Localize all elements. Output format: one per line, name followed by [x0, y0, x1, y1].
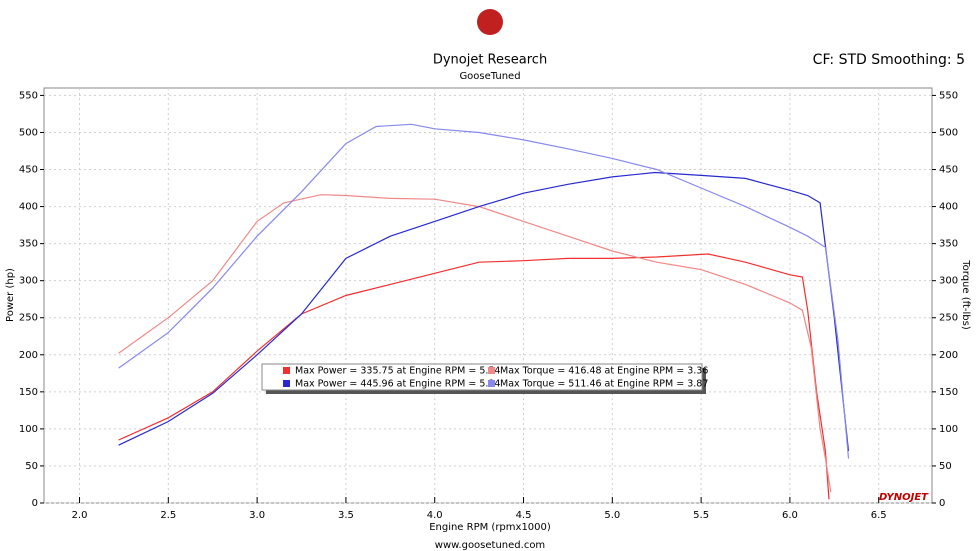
y-tick-label: 350 — [19, 239, 38, 250]
x-tick-label: 6.5 — [871, 510, 887, 521]
y-tick-label: 0 — [32, 498, 38, 509]
y2-axis-label: Torque (ft-lbs) — [960, 259, 971, 330]
x-tick-label: 2.0 — [72, 510, 88, 521]
x-tick-label: 3.0 — [249, 510, 265, 521]
x-tick-label: 5.5 — [693, 510, 709, 521]
footer: www.goosetuned.com — [435, 540, 545, 551]
y-tick-label: 100 — [19, 424, 38, 435]
legend-swatch — [488, 380, 495, 387]
y2-tick-label: 150 — [939, 387, 958, 398]
logo — [477, 9, 503, 35]
legend-swatch — [283, 380, 290, 387]
y-tick-label: 200 — [19, 350, 38, 361]
x-axis-label: Engine RPM (rpmx1000) — [429, 522, 551, 533]
x-tick-label: 2.5 — [160, 510, 176, 521]
y2-tick-label: 300 — [939, 276, 958, 287]
y2-tick-label: 350 — [939, 239, 958, 250]
legend-label: Max Torque = 416.48 at Engine RPM = 3.36 — [500, 366, 708, 377]
legend-swatch — [283, 367, 290, 374]
brand: DYNOJET — [879, 492, 929, 503]
y-tick-label: 550 — [19, 90, 38, 101]
series-line — [118, 194, 832, 492]
y-tick-label: 300 — [19, 276, 38, 287]
settings-text: CF: STD Smoothing: 5 — [813, 52, 965, 68]
y2-tick-label: 100 — [939, 424, 958, 435]
y2-tick-label: 200 — [939, 350, 958, 361]
legend — [261, 363, 703, 391]
y2-tick-label: 50 — [939, 461, 952, 472]
y2-tick-label: 0 — [939, 498, 945, 509]
y2-tick-label: 500 — [939, 127, 958, 138]
y-tick-label: 50 — [25, 461, 38, 472]
legend-label: Max Power = 335.75 at Engine RPM = 5.54 — [295, 366, 500, 377]
chart-subtitle: GooseTuned — [459, 71, 520, 82]
chart-title: Dynojet Research — [433, 53, 547, 68]
legend-label: Max Torque = 511.46 at Engine RPM = 3.87 — [500, 379, 708, 390]
series-line — [118, 123, 850, 459]
series-line — [118, 171, 850, 452]
x-tick-label: 3.5 — [338, 510, 354, 521]
y2-tick-label: 450 — [939, 165, 958, 176]
series-line — [118, 253, 830, 500]
x-tick-label: 4.5 — [516, 510, 532, 521]
y-tick-label: 400 — [19, 202, 38, 213]
plot-area — [43, 87, 933, 504]
x-tick-label: 5.0 — [604, 510, 620, 521]
y-tick-label: 500 — [19, 127, 38, 138]
x-tick-label: 4.0 — [427, 510, 443, 521]
y2-tick-label: 250 — [939, 313, 958, 324]
y-axis-label: Power (hp) — [5, 268, 16, 322]
y-tick-label: 150 — [19, 387, 38, 398]
y-tick-label: 450 — [19, 165, 38, 176]
y2-tick-label: 400 — [939, 202, 958, 213]
y2-tick-label: 550 — [939, 90, 958, 101]
legend-swatch — [488, 367, 495, 374]
x-tick-label: 6.0 — [782, 510, 798, 521]
y-tick-label: 250 — [19, 313, 38, 324]
legend-label: Max Power = 445.96 at Engine RPM = 5.24 — [295, 379, 500, 390]
